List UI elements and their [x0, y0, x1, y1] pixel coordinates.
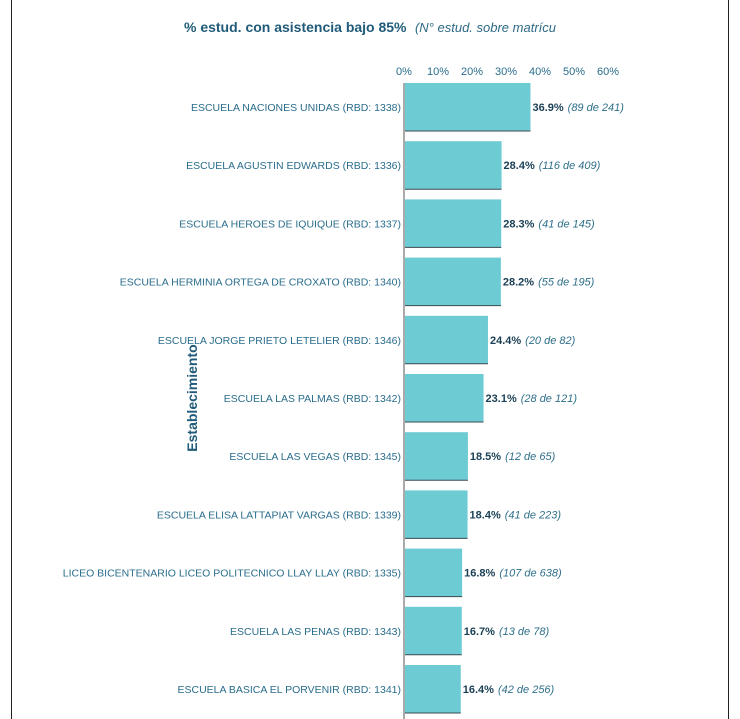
bar [405, 315, 488, 364]
category-label: ESCUELA AGUSTIN EDWARDS (RBD: 1336) [186, 160, 401, 172]
x-tick-label: 0% [396, 66, 412, 78]
count-label: (12 de 65) [505, 451, 555, 463]
category-label: ESCUELA LAS PALMAS (RBD: 1342) [224, 393, 401, 405]
category-label: ESCUELA HEROES DE IQUIQUE (RBD: 1337) [179, 218, 401, 230]
x-tick-label: 10% [427, 66, 449, 78]
bar [405, 490, 468, 539]
category-label: ESCUELA LAS VEGAS (RBD: 1345) [229, 451, 401, 463]
chart-title: % estud. con asistencia bajo 85% [183, 19, 407, 35]
x-tick-label: 50% [563, 66, 585, 78]
chart-subtitle: (N° estud. sobre matrícu [414, 20, 556, 35]
bar [405, 257, 501, 306]
value-label: 24.4% [490, 335, 521, 347]
count-label: (55 de 195) [538, 277, 595, 289]
value-label: 23.1% [486, 393, 517, 405]
bar [405, 374, 484, 422]
value-label: 16.8% [464, 568, 495, 580]
count-label: (41 de 145) [538, 218, 595, 230]
x-tick-label: 40% [529, 66, 551, 78]
value-label: 18.5% [470, 451, 501, 463]
x-tick-label: 20% [461, 66, 483, 78]
bar [405, 83, 531, 131]
count-label: (89 de 241) [568, 102, 625, 114]
count-label: (41 de 223) [505, 509, 562, 521]
value-label: 28.2% [503, 277, 534, 289]
count-label: (28 de 121) [521, 393, 578, 405]
value-label: 16.4% [463, 684, 494, 696]
category-label: LICEO BICENTENARIO LICEO POLITECNICO LLA… [63, 568, 401, 580]
chart-title-row: % estud. con asistencia bajo 85% (N° est… [0, 19, 740, 37]
bar [405, 606, 462, 655]
bar [405, 665, 461, 713]
bar [405, 199, 502, 248]
value-label: 16.7% [464, 626, 495, 638]
category-label: ESCUELA BASICA EL PORVENIR (RBD: 1341) [177, 684, 401, 696]
value-label: 18.4% [470, 509, 501, 521]
x-tick-label: 30% [495, 66, 517, 78]
category-label: ESCUELA LAS PENAS (RBD: 1343) [230, 626, 401, 638]
value-label: 28.4% [504, 160, 535, 172]
bar [405, 548, 463, 597]
category-label: ESCUELA HERMINIA ORTEGA DE CROXATO (RBD:… [120, 277, 401, 289]
chart-frame [11, 0, 729, 719]
x-tick-label: 60% [597, 66, 619, 78]
category-label: ESCUELA JORGE PRIETO LETELIER (RBD: 1346… [158, 335, 401, 347]
value-label: 28.3% [503, 218, 534, 230]
category-label: ESCUELA ELISA LATTAPIAT VARGAS (RBD: 133… [157, 509, 401, 521]
bar [405, 141, 502, 190]
bar [405, 432, 468, 481]
count-label: (116 de 409) [539, 160, 601, 172]
count-label: (20 de 82) [525, 335, 575, 347]
count-label: (42 de 256) [498, 684, 555, 696]
value-label: 36.9% [532, 102, 563, 114]
count-label: (107 de 638) [499, 568, 562, 580]
category-label: ESCUELA NACIONES UNIDAS (RBD: 1338) [191, 102, 401, 114]
count-label: (13 de 78) [499, 626, 549, 638]
